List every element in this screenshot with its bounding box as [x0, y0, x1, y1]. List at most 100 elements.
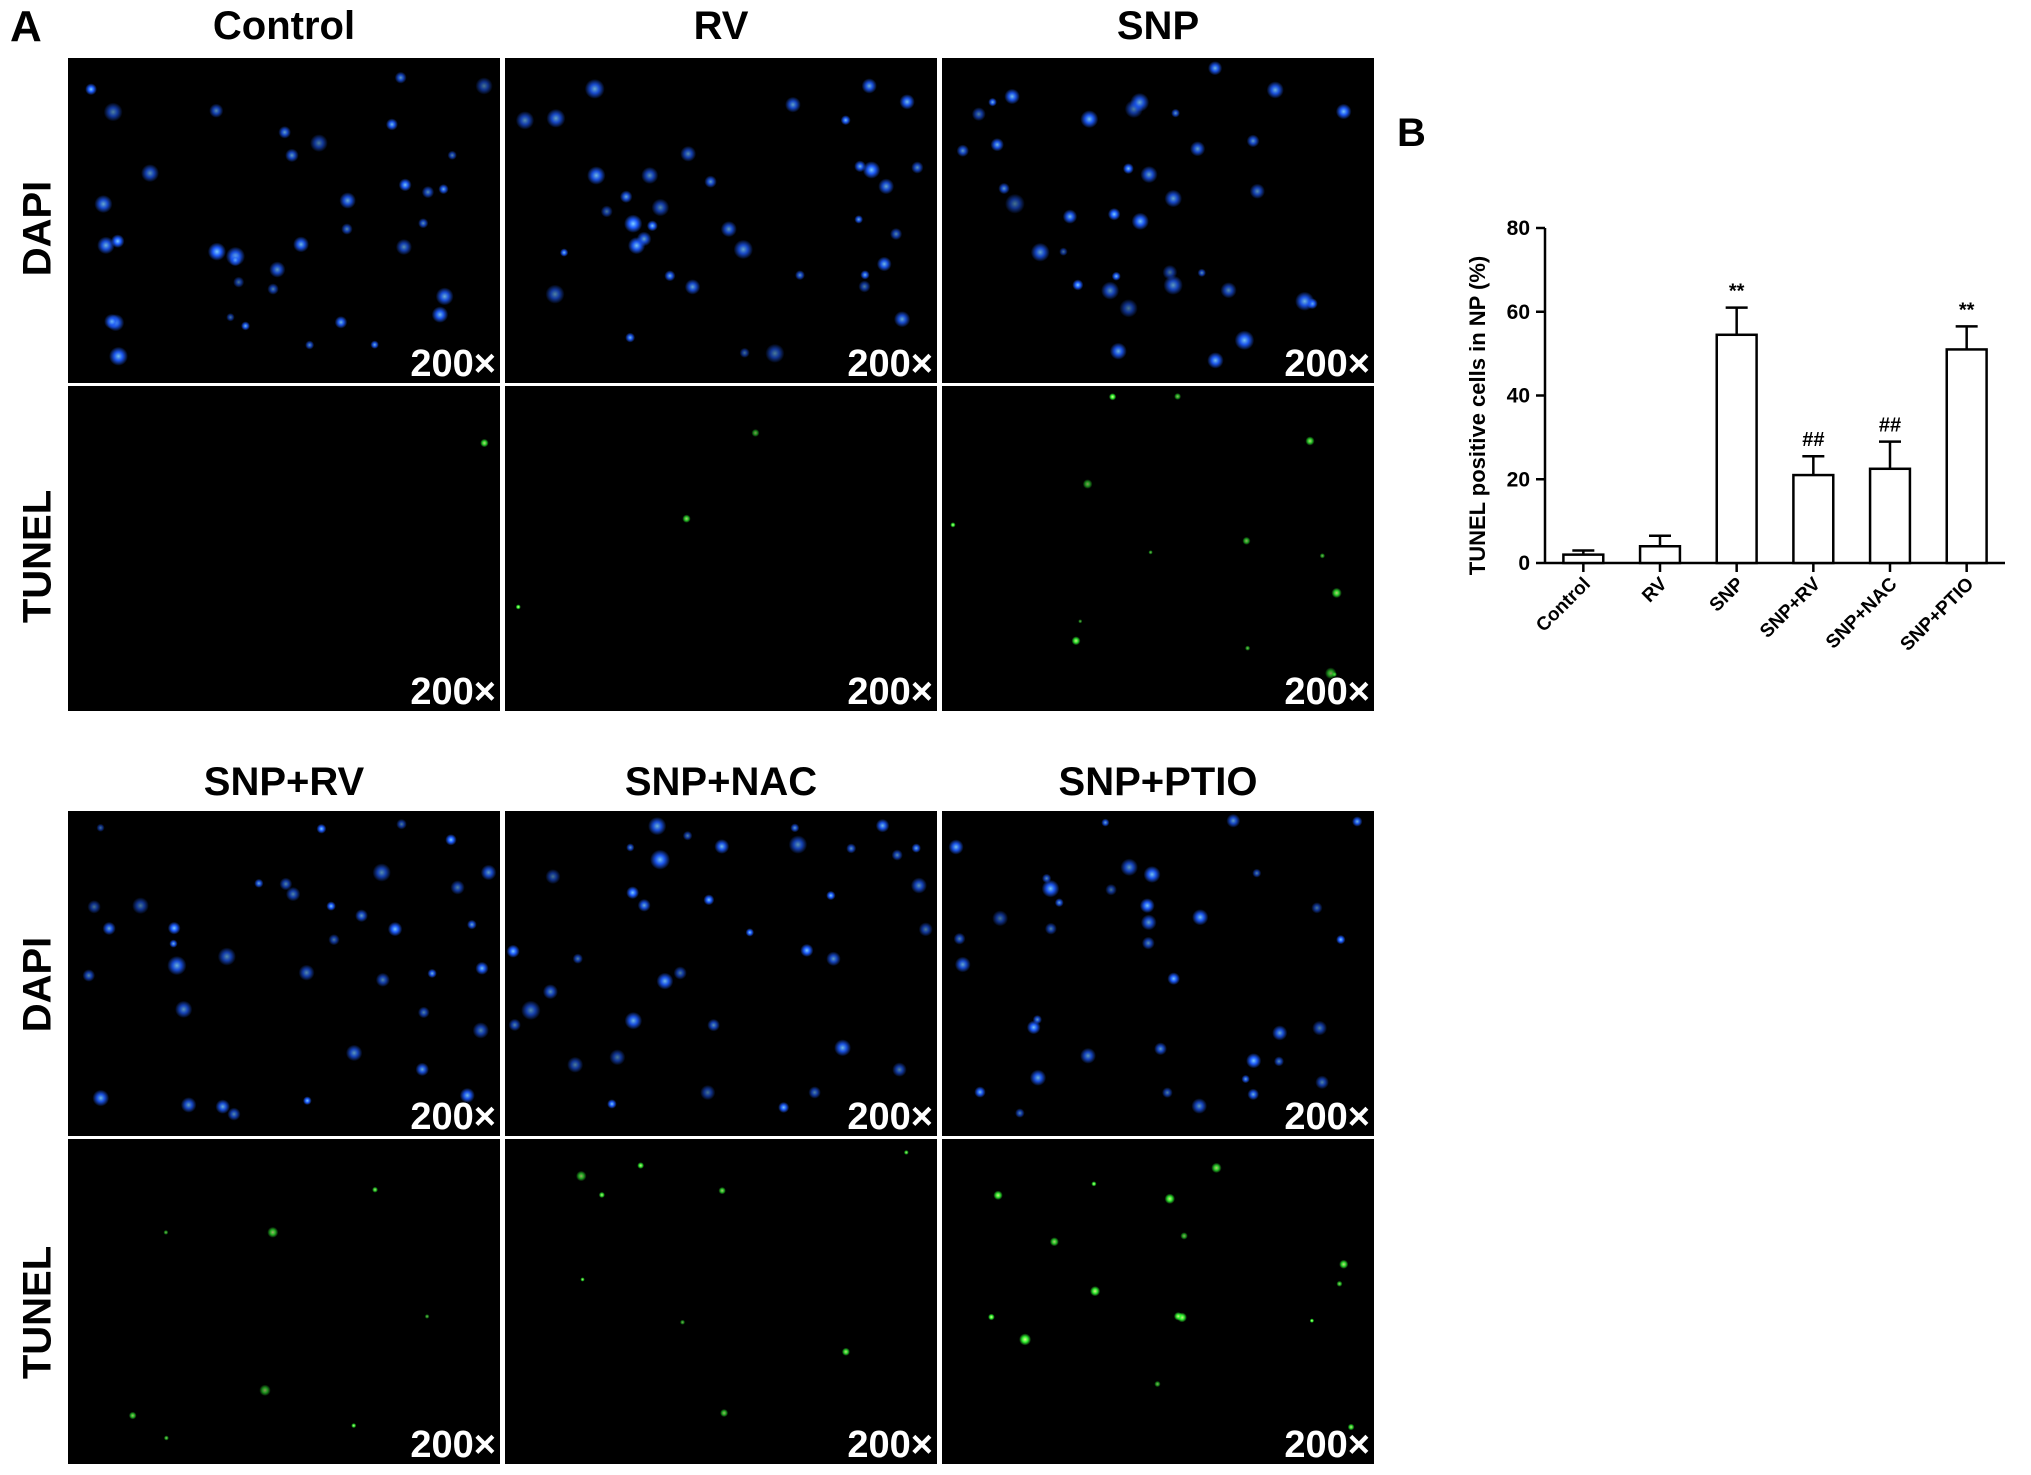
dapi-nucleus — [739, 347, 750, 358]
dapi-nucleus — [427, 968, 437, 979]
dapi-nucleus — [1143, 865, 1161, 883]
dapi-nucleus — [85, 83, 97, 96]
group-title-snp-nac: SNP+NAC — [624, 760, 818, 804]
tunel-nucleus — [163, 1435, 169, 1441]
dapi-nucleus — [1246, 134, 1260, 148]
dapi-nucleus — [167, 955, 187, 976]
dapi-nucleus — [372, 863, 391, 882]
dapi-nucleus — [542, 984, 558, 1000]
bar-snp-ptio — [1945, 348, 1988, 565]
dapi-nucleus — [1004, 88, 1020, 105]
dapi-nucleus — [1295, 291, 1315, 311]
dapi-nucleus — [545, 284, 565, 304]
tunel-nucleus — [1108, 393, 1117, 401]
dapi-nucleus — [790, 823, 800, 833]
dapi-nucleus — [233, 276, 245, 288]
dapi-nucleus — [339, 192, 356, 209]
y-tick-label: 0 — [1518, 552, 1530, 575]
dapi-nucleus — [1154, 1042, 1167, 1056]
group-title-snp-ptio: SNP+PTIO — [1058, 760, 1258, 804]
tunel-nucleus — [1148, 550, 1153, 555]
tunel-nucleus — [1071, 636, 1081, 646]
tunel-nucleus — [1089, 1286, 1101, 1297]
dapi-nucleus — [1311, 902, 1323, 914]
dapi-nucleus — [624, 1011, 643, 1030]
dapi-nucleus — [878, 178, 895, 195]
dapi-nucleus — [180, 1097, 197, 1113]
dapi-nucleus — [96, 823, 105, 832]
dapi-nucleus — [720, 221, 737, 238]
dapi-nucleus — [240, 321, 251, 331]
dapi-nucleus — [175, 1000, 193, 1018]
group-title-snp: SNP — [1116, 4, 1200, 48]
dapi-nucleus — [209, 103, 224, 118]
dapi-nucleus — [587, 166, 606, 185]
x-tick-label: SNP — [1706, 573, 1749, 616]
tunel-nucleus — [128, 1411, 137, 1420]
dapi-nucleus — [1072, 279, 1084, 291]
dapi-nucleus — [1273, 1056, 1285, 1067]
dapi-nucleus — [421, 185, 435, 199]
tunel-nucleus — [1078, 619, 1083, 624]
tunel-nucleus — [580, 1277, 585, 1282]
row-label-tunel-top: TUNEL — [15, 489, 60, 624]
dapi-nucleus — [1167, 972, 1180, 985]
dapi-nucleus — [1247, 1088, 1259, 1101]
dapi-nucleus — [1192, 909, 1209, 926]
dapi-nucleus — [226, 313, 235, 322]
tunel-nucleus — [950, 522, 956, 528]
bar-snp — [1715, 333, 1758, 565]
dapi-nucleus — [998, 182, 1010, 195]
micrograph-snp-rv-tunel: 200× — [68, 1139, 500, 1464]
dapi-nucleus — [733, 239, 753, 260]
dapi-nucleus — [646, 220, 658, 232]
group-title-snp-rv: SNP+RV — [203, 760, 365, 804]
dapi-nucleus — [1111, 271, 1121, 281]
dapi-nucleus — [1109, 342, 1127, 360]
dapi-nucleus — [834, 1039, 852, 1057]
dapi-nucleus — [1266, 81, 1284, 99]
dapi-nucleus — [1140, 914, 1157, 931]
dapi-nucleus — [459, 1087, 475, 1103]
tunel-nucleus — [351, 1423, 357, 1429]
dapi-nucleus — [1220, 282, 1237, 299]
panel-a-letter: A — [10, 2, 42, 51]
dapi-nucleus — [141, 164, 159, 183]
row-label-tunel-bottom: TUNEL — [15, 1245, 60, 1380]
dapi-nucleus — [1120, 858, 1138, 877]
dapi-nucleus — [1249, 183, 1265, 199]
micrograph-control-tunel: 200× — [68, 386, 500, 711]
dapi-nucleus — [394, 71, 407, 84]
dapi-nucleus — [892, 1062, 907, 1077]
dapi-nucleus — [1030, 242, 1050, 262]
dapi-nucleus — [229, 254, 242, 267]
dapi-nucleus — [703, 894, 715, 906]
y-tick-label: 20 — [1507, 468, 1530, 491]
dapi-nucleus — [911, 161, 924, 174]
magnification-label: 200× — [410, 343, 496, 383]
dapi-nucleus — [1191, 1098, 1208, 1114]
tunel-nucleus — [1019, 1333, 1032, 1346]
tunel-nucleus — [163, 1230, 169, 1235]
tunel-nucleus — [1173, 1311, 1183, 1321]
significance-annotation: ** — [1959, 299, 1975, 321]
dapi-nucleus — [467, 919, 477, 930]
dapi-nucleus — [988, 97, 997, 107]
micrograph-snp-ptio-dapi: 200× — [942, 811, 1374, 1136]
dapi-nucleus — [169, 939, 178, 948]
dapi-nucleus — [1163, 275, 1183, 295]
dapi-nucleus — [1080, 110, 1099, 129]
dapi-nucleus — [846, 843, 857, 854]
dapi-nucleus — [1190, 141, 1206, 157]
tunel-nucleus — [424, 1314, 430, 1319]
tunel-nucleus — [680, 1319, 686, 1325]
dapi-nucleus — [1197, 268, 1207, 278]
tunel-nucleus — [598, 1191, 605, 1198]
dapi-nucleus — [1041, 873, 1052, 884]
tunel-nucleus — [1245, 645, 1251, 651]
dapi-nucleus — [1029, 1069, 1047, 1086]
dapi-nucleus — [974, 1086, 986, 1098]
dapi-nucleus — [626, 843, 635, 852]
tunel-nucleus — [1309, 1318, 1315, 1323]
tunel-nucleus — [1082, 479, 1093, 489]
